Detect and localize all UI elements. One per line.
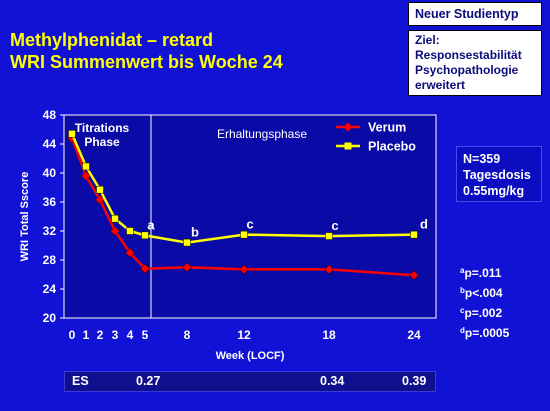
data-point-verum [125,247,135,258]
y-axis-label: WRI Total Sscore [19,172,31,262]
significance-label-a: a [147,217,155,232]
y-tick-label: 40 [43,166,57,180]
goal-line-1: Ziel: [415,33,440,47]
data-point-placebo [68,130,76,138]
es-value-week-5: 0.27 [136,374,161,388]
data-point-placebo [410,230,418,239]
legend-label-placebo: Placebo [368,140,416,154]
es-value-week-18: 0.34 [320,374,345,388]
p-values: ap=.011 bp<.004 cp=.002 dp=.0005 [460,262,509,342]
legend-marker-placebo [344,142,352,150]
data-point-verum [324,264,334,275]
series-line-verum [70,137,415,277]
x-tick-label: 4 [127,328,134,342]
sample-size-text: N=359 [463,152,501,166]
study-type-text: Neuer Studientyp [415,7,519,21]
data-point-verum [140,263,150,274]
data-point-placebo [240,230,248,239]
dose-label-text: Tagesdosis [463,168,531,182]
p-value-d: dp=.0005 [460,326,510,340]
x-tick-label: 12 [237,328,251,342]
phase-label-maintenance: Erhaltungsphase [217,127,307,141]
data-point-verum [110,226,120,236]
dose-value-text: 0.55mg/kg [463,184,525,198]
y-tick-label: 24 [43,282,57,296]
legend-marker-verum [343,122,353,132]
x-tick-label: 1 [83,328,90,342]
y-tick-label: 28 [43,253,57,267]
p-value-b: bp<.004 [460,286,503,300]
es-value-week-24: 0.39 [402,374,427,388]
data-point-placebo [325,232,333,240]
effect-size-band [64,371,436,392]
data-point-placebo [82,162,90,171]
y-tick-label: 36 [43,195,57,209]
data-point-placebo [111,214,119,223]
phase-label-titration-1: Titrations [75,121,130,135]
legend-label-verum: Verum [368,121,406,135]
y-tick-label: 48 [43,108,57,122]
data-point-verum [95,194,105,205]
sample-info-box: N=359 Tagesdosis 0.55mg/kg [456,146,542,202]
x-tick-label: 2 [97,328,104,342]
es-label: ES [72,374,89,388]
goal-line-3: Psychopathologie [415,63,519,77]
phase-label-titration-2: Phase [84,135,120,149]
data-point-placebo [126,227,134,235]
data-point-placebo [183,238,191,247]
title-line-2: WRI Summenwert bis Woche 24 [10,52,283,72]
significance-label-d: d [420,217,428,232]
goal-box: Ziel: Responsestabilität Psychopathologi… [408,30,542,96]
x-tick-label: 0 [69,328,76,342]
data-point-verum [182,262,192,273]
significance-label-c: c [331,218,338,233]
y-tick-label: 20 [43,311,57,325]
x-tick-label: 24 [407,328,421,342]
data-point-placebo [141,231,149,240]
data-point-verum [81,171,91,181]
p-value-c: cp=.002 [460,306,503,320]
goal-line-4: erweitert [415,78,466,92]
x-tick-label: 5 [142,328,149,342]
x-tick-label: 18 [322,328,336,342]
series-line-placebo [70,133,415,244]
significance-label-c: c [246,217,253,232]
title-line-1: Methylphenidat – retard [10,30,214,50]
y-tick-label: 44 [43,137,57,151]
y-tick-label: 32 [43,224,57,238]
plot-area [63,114,437,319]
data-point-verum [409,270,419,281]
x-axis-label: Week (LOCF) [216,350,285,362]
goal-line-2: Responsestabilität [415,48,522,62]
study-type-box: Neuer Studientyp [408,2,542,26]
x-tick-label: 8 [184,328,191,342]
p-value-a: ap=.011 [460,266,502,280]
significance-label-b: b [191,225,199,240]
data-point-placebo [96,185,104,194]
x-tick-label: 3 [112,328,119,342]
data-point-verum [239,264,249,275]
